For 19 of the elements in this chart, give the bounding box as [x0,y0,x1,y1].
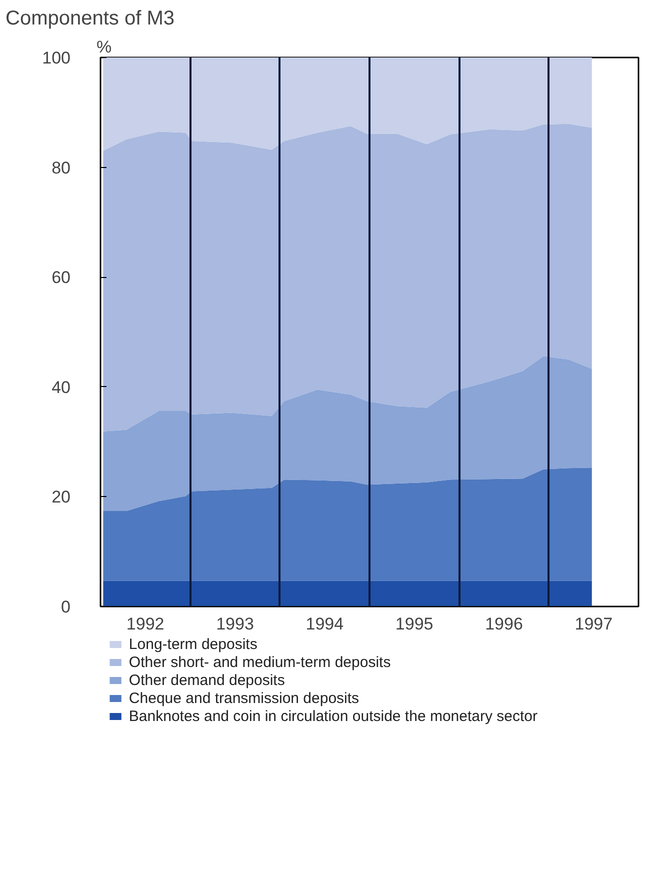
legend-label: Other short- and medium-term deposits [128,654,391,671]
x-tick-label: 1993 [216,614,254,634]
legend-label: Other demand deposits [128,672,285,689]
x-tick-label: 1994 [306,614,344,634]
y-tick-label: 20 [52,488,71,507]
legend-label: Cheque and transmission deposits [128,690,360,707]
legend-label: Long-term deposits [128,636,258,653]
y-tick-label: 40 [52,378,71,397]
y-tick-label: 60 [52,268,71,288]
y-tick-label: 0 [61,598,71,616]
y-axis-title: % [96,38,112,56]
x-tick-label: 1997 [574,614,613,634]
chart-title: Components of M3 [6,8,174,30]
x-tick-label: 1996 [485,614,523,634]
x-tick-label: 1992 [126,614,164,634]
x-tick-label: 1995 [395,614,434,634]
y-tick-label: 100 [42,48,71,68]
legend-label: Banknotes and coin in circulation outside the monetary sector [128,708,538,725]
y-tick-label: 80 [52,158,71,178]
